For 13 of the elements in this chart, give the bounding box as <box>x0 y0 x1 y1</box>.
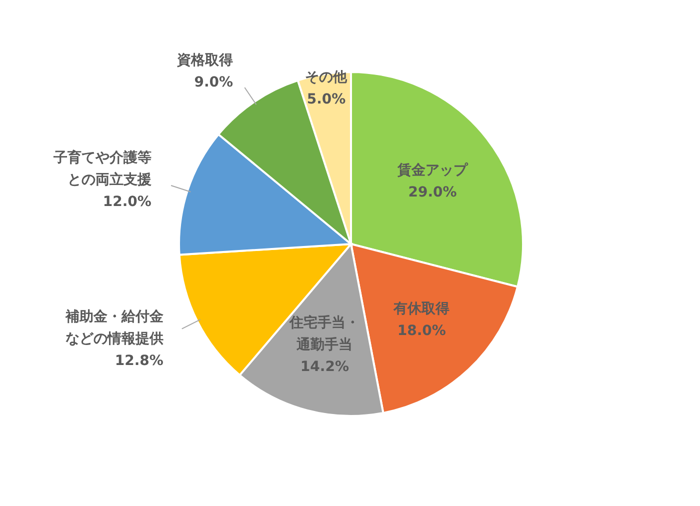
slice-label: 子育てや介護等との両立支援 <box>52 149 152 188</box>
data-label: 14.2% <box>300 358 349 375</box>
slice-label: 補助金・給付金などの情報提供 <box>64 308 164 348</box>
data-label: 29.0% <box>408 184 457 201</box>
data-label: 18.0% <box>397 323 446 340</box>
data-label: 12.0% <box>102 194 152 210</box>
data-label: 12.8% <box>114 353 164 370</box>
slice-label: 住宅手当・通勤手当 <box>288 314 360 353</box>
slice-label: 資格取得 <box>176 52 234 68</box>
data-label: 5.0% <box>306 92 346 108</box>
slice-label: 有休取得 <box>392 301 450 318</box>
slice-label: 賃金アップ <box>396 162 469 179</box>
data-label: 9.0% <box>194 74 234 90</box>
